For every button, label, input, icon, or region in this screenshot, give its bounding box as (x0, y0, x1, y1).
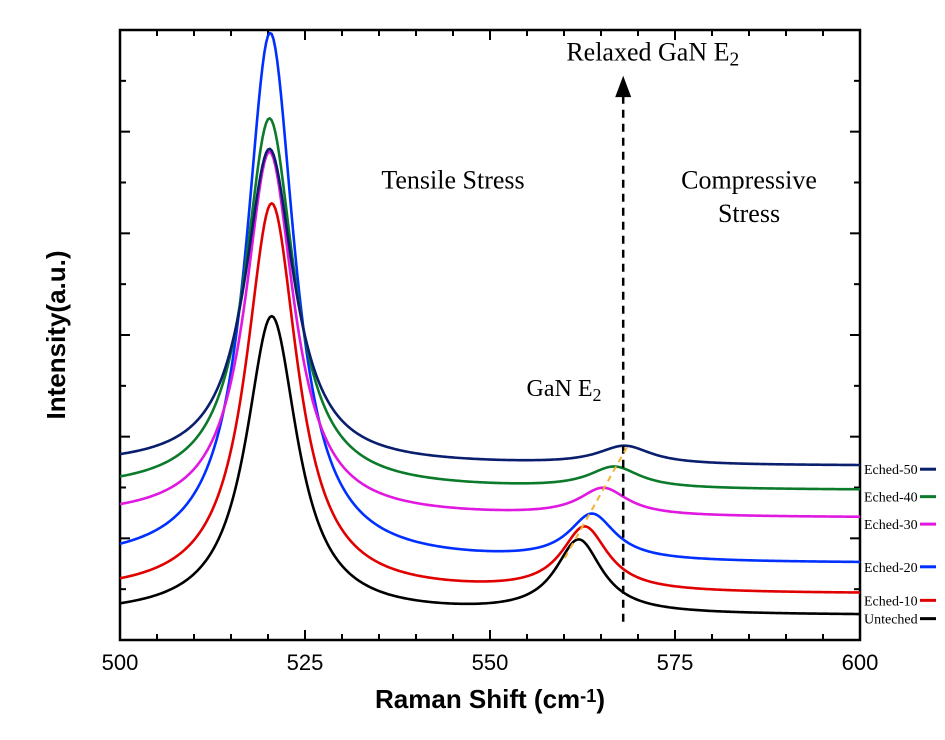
legend-label: Eched-20 (864, 561, 918, 576)
legend-label: Eched-40 (864, 491, 918, 506)
svg-text:550: 550 (472, 650, 509, 675)
annotation: Relaxed GaN E2 (566, 38, 739, 71)
legend-label: Eched-30 (864, 518, 918, 533)
chart-svg: 500 525 550 575 600 Raman Shift (cm-1) Intensi… (0, 0, 945, 740)
raman-chart: 500 525 550 575 600 Raman Shift (cm-1) Intensi… (0, 0, 945, 740)
legend-label: Eched-50 (864, 463, 918, 478)
svg-text:600: 600 (842, 650, 879, 675)
legend-label: Eched-10 (864, 594, 918, 609)
annotation: Tensile Stress (381, 166, 524, 195)
annotation: Stress (718, 199, 780, 228)
svg-text:Intensity(a.u.): Intensity(a.u.) (41, 250, 71, 419)
svg-text:525: 525 (287, 650, 324, 675)
annotation: GaN E2 (527, 376, 602, 405)
svg-text:575: 575 (657, 650, 694, 675)
svg-text:500: 500 (102, 650, 139, 675)
legend-label: Unteched (864, 613, 918, 628)
svg-text:Raman Shift (cm-1): Raman Shift (cm-1) (375, 684, 605, 714)
annotation: Compressive (681, 166, 817, 195)
